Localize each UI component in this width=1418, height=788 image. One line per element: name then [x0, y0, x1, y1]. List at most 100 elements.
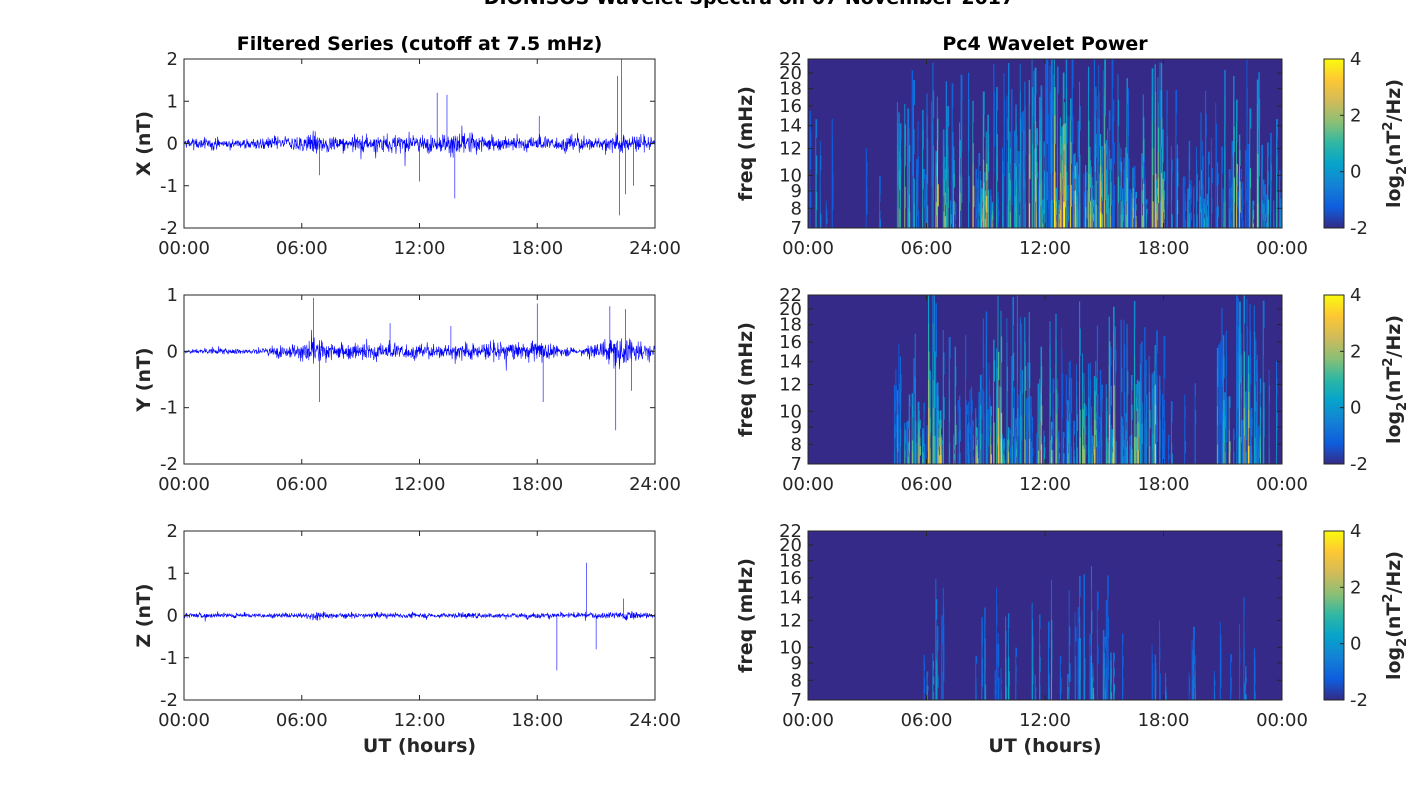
heatmap-cell [1062, 442, 1065, 449]
heatmap-cell [1034, 174, 1037, 202]
heatmap-cell [1015, 647, 1018, 657]
heatmap-cell [941, 685, 943, 701]
heatmap-cell [1280, 210, 1282, 217]
x-tick-label: 06:00 [901, 710, 953, 731]
y-tick-label: 8 [791, 434, 802, 455]
heatmap-cell [997, 323, 999, 353]
heatmap-cell [1258, 425, 1260, 433]
heatmap-streak [1156, 179, 1158, 229]
heatmap-cell [944, 216, 947, 229]
heatmap-cell [1242, 441, 1244, 450]
heatmap-cell [935, 383, 938, 411]
heatmap-cell [965, 378, 966, 400]
heatmap-cell [1031, 667, 1034, 685]
heatmap-cell [965, 399, 967, 422]
heatmap-cell [1015, 665, 1017, 675]
heatmap-cell [896, 165, 899, 187]
heatmap-cell [991, 215, 994, 220]
heatmap-cell [1047, 634, 1050, 648]
heatmap-streak [1138, 381, 1141, 465]
heatmap-cell [979, 434, 982, 450]
heatmap-cell [1067, 410, 1069, 422]
heatmap-cell [960, 202, 962, 229]
heatmap-cell [1033, 123, 1034, 150]
heatmap-cell [819, 184, 821, 200]
colorbar-frame [1323, 58, 1345, 229]
heatmap-streak [1130, 375, 1133, 465]
heatmap-cell [1230, 219, 1232, 229]
heatmap-cell [1016, 407, 1019, 437]
heatmap-cell [1098, 424, 1100, 433]
heatmap-cell [1236, 323, 1238, 352]
heatmap-cell [1135, 197, 1137, 205]
heatmap-cell [831, 137, 834, 156]
heatmap-cell [914, 420, 917, 443]
heatmap-cell [1120, 439, 1123, 465]
heatmap-cell [1222, 214, 1224, 222]
heatmap-cell [1233, 434, 1235, 441]
heatmap-cell [1239, 624, 1240, 638]
heatmap-cell [1187, 208, 1189, 216]
heatmap-cell [1182, 185, 1184, 195]
heatmap-cell [1276, 395, 1278, 413]
heatmap-cell [1043, 170, 1046, 186]
heatmap-streak [1119, 143, 1121, 229]
heatmap-cell [1055, 207, 1057, 215]
heatmap-cell [1157, 177, 1160, 204]
heatmap-streak [1007, 613, 1010, 701]
heatmap-cell [1154, 118, 1156, 147]
heatmap-cell [926, 183, 928, 206]
heatmap-cell [976, 195, 979, 204]
heatmap-cell [922, 434, 924, 441]
heatmap-cell [923, 692, 925, 701]
colorbar-tick-label: 2 [1350, 577, 1361, 598]
heatmap-cell [917, 192, 919, 211]
heatmap-cell [1024, 179, 1026, 204]
heatmap-cell [1022, 149, 1025, 170]
heatmap-cell [908, 194, 911, 212]
heatmap-cell [1064, 144, 1066, 166]
heatmap-cell [1104, 199, 1106, 229]
heatmap-cell [1219, 661, 1222, 675]
heatmap-cell [959, 175, 961, 194]
heatmap-cell [1221, 307, 1223, 335]
heatmap-cell [1104, 171, 1106, 201]
heatmap-cell [1024, 341, 1026, 367]
heatmap-cell [1160, 145, 1162, 174]
heatmap-cell [1159, 647, 1161, 661]
heatmap-cell [1221, 411, 1224, 439]
heatmap-cell [1243, 435, 1245, 465]
heatmap-cell [1262, 195, 1264, 205]
heatmap-cell [1221, 146, 1224, 161]
heatmap-cell [1036, 144, 1038, 162]
heatmap-cell [1151, 690, 1154, 701]
heatmap-cell [1246, 116, 1248, 145]
heatmap-cell [1250, 408, 1253, 418]
heatmap-cell [1079, 409, 1081, 438]
heatmap-cell [1086, 181, 1088, 191]
heatmap-cell [999, 412, 1001, 426]
heatmap-cell [1107, 211, 1109, 229]
heatmap-cell [1176, 186, 1178, 201]
heatmap-cell [1087, 147, 1090, 175]
heatmap-streak [1024, 317, 1027, 465]
heatmap-streak [1104, 59, 1106, 229]
heatmap-cell [1237, 200, 1239, 210]
heatmap-cell [944, 156, 946, 170]
heatmap-streak [1243, 295, 1246, 465]
heatmap-cell [982, 159, 985, 183]
heatmap-cell [1092, 687, 1095, 695]
heatmap-cell [1249, 208, 1251, 229]
x-tick-label: 18:00 [1138, 710, 1190, 731]
colorbar [1324, 531, 1344, 700]
heatmap-cell [970, 399, 973, 413]
heatmap-cell [1084, 444, 1087, 455]
heatmap-cell [1002, 174, 1004, 189]
heatmap-cell [1006, 139, 1008, 163]
heatmap-cell [1265, 194, 1268, 201]
heatmap-cell [1187, 214, 1189, 222]
heatmap-cell [978, 153, 981, 166]
heatmap-cell [1039, 206, 1041, 229]
heatmap-cell [960, 176, 963, 203]
